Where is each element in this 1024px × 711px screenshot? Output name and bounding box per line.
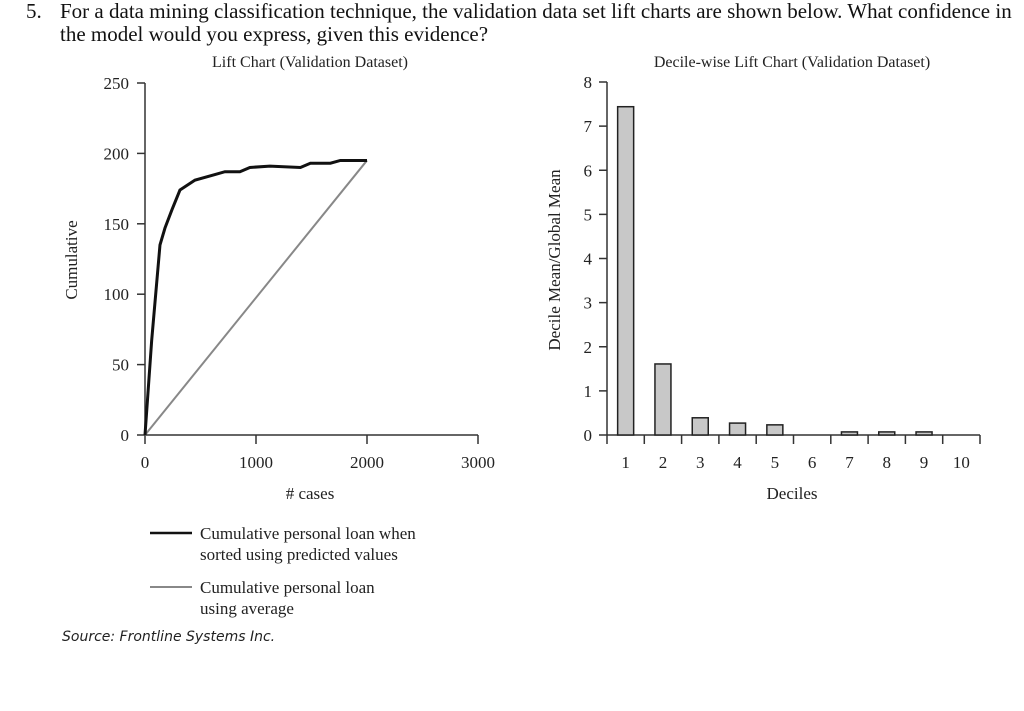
x-tick-label: 4	[733, 453, 742, 472]
bar	[840, 431, 859, 436]
decile-chart: Decile-wise Lift Chart (Validation Datas…	[545, 54, 981, 503]
series-line	[144, 159, 368, 436]
y-tick-label: 50	[112, 356, 129, 375]
lift-chart-ylabel: Cumulative	[62, 220, 81, 299]
y-tick-label: 150	[104, 215, 130, 234]
x-tick-label: 0	[141, 453, 150, 472]
x-tick-label: 5	[771, 453, 780, 472]
x-tick-label: 7	[845, 453, 854, 472]
lift-chart: Lift Chart (Validation Dataset) # cases …	[62, 54, 495, 503]
y-tick-label: 200	[104, 144, 130, 163]
question-text: For a data mining classification techniq…	[60, 0, 1012, 46]
y-tick-label: 3	[584, 294, 593, 313]
y-tick-label: 8	[584, 73, 593, 92]
x-tick-label: 8	[883, 453, 892, 472]
y-tick-label: 4	[584, 250, 593, 269]
source-note: Source: Frontline Systems Inc.	[62, 629, 276, 645]
y-tick-label: 2	[584, 338, 593, 357]
y-tick-label: 1	[584, 382, 593, 401]
x-tick-label: 10	[953, 453, 970, 472]
x-tick-label: 6	[808, 453, 817, 472]
series-line	[143, 158, 367, 436]
y-tick-label: 0	[121, 426, 130, 445]
x-tick-label: 2000	[350, 453, 384, 472]
decile-chart-title: Decile-wise Lift Chart (Validation Datas…	[654, 54, 930, 71]
bar	[878, 431, 896, 436]
y-tick-label: 6	[584, 161, 593, 180]
legend-label-average: Cumulative personal loan using average	[200, 578, 375, 618]
question-number: 5.	[26, 0, 42, 23]
y-tick-label: 100	[104, 285, 130, 304]
bar	[616, 105, 635, 436]
y-tick-label: 250	[104, 74, 130, 93]
decile-chart-ylabel: Decile Mean/Global Mean	[545, 169, 564, 351]
y-tick-label: 0	[584, 426, 593, 445]
x-tick-label: 2	[659, 453, 668, 472]
bar	[915, 431, 933, 436]
bar	[654, 363, 672, 436]
legend: Cumulative personal loan when sorted usin…	[150, 524, 416, 618]
lift-chart-title: Lift Chart (Validation Dataset)	[212, 54, 408, 71]
x-tick-label: 3	[696, 453, 705, 472]
decile-chart-xlabel: Deciles	[767, 484, 818, 503]
x-tick-label: 9	[920, 453, 929, 472]
x-tick-label: 1000	[239, 453, 273, 472]
x-tick-label: 3000	[461, 453, 495, 472]
x-tick-label: 1	[621, 453, 630, 472]
y-tick-label: 5	[584, 205, 593, 224]
y-tick-label: 7	[584, 117, 593, 136]
bar	[691, 417, 709, 436]
legend-label-predicted: Cumulative personal loan when sorted usin…	[200, 524, 416, 564]
lift-chart-xlabel: # cases	[286, 484, 335, 503]
bar	[766, 424, 784, 436]
bar	[728, 422, 747, 436]
